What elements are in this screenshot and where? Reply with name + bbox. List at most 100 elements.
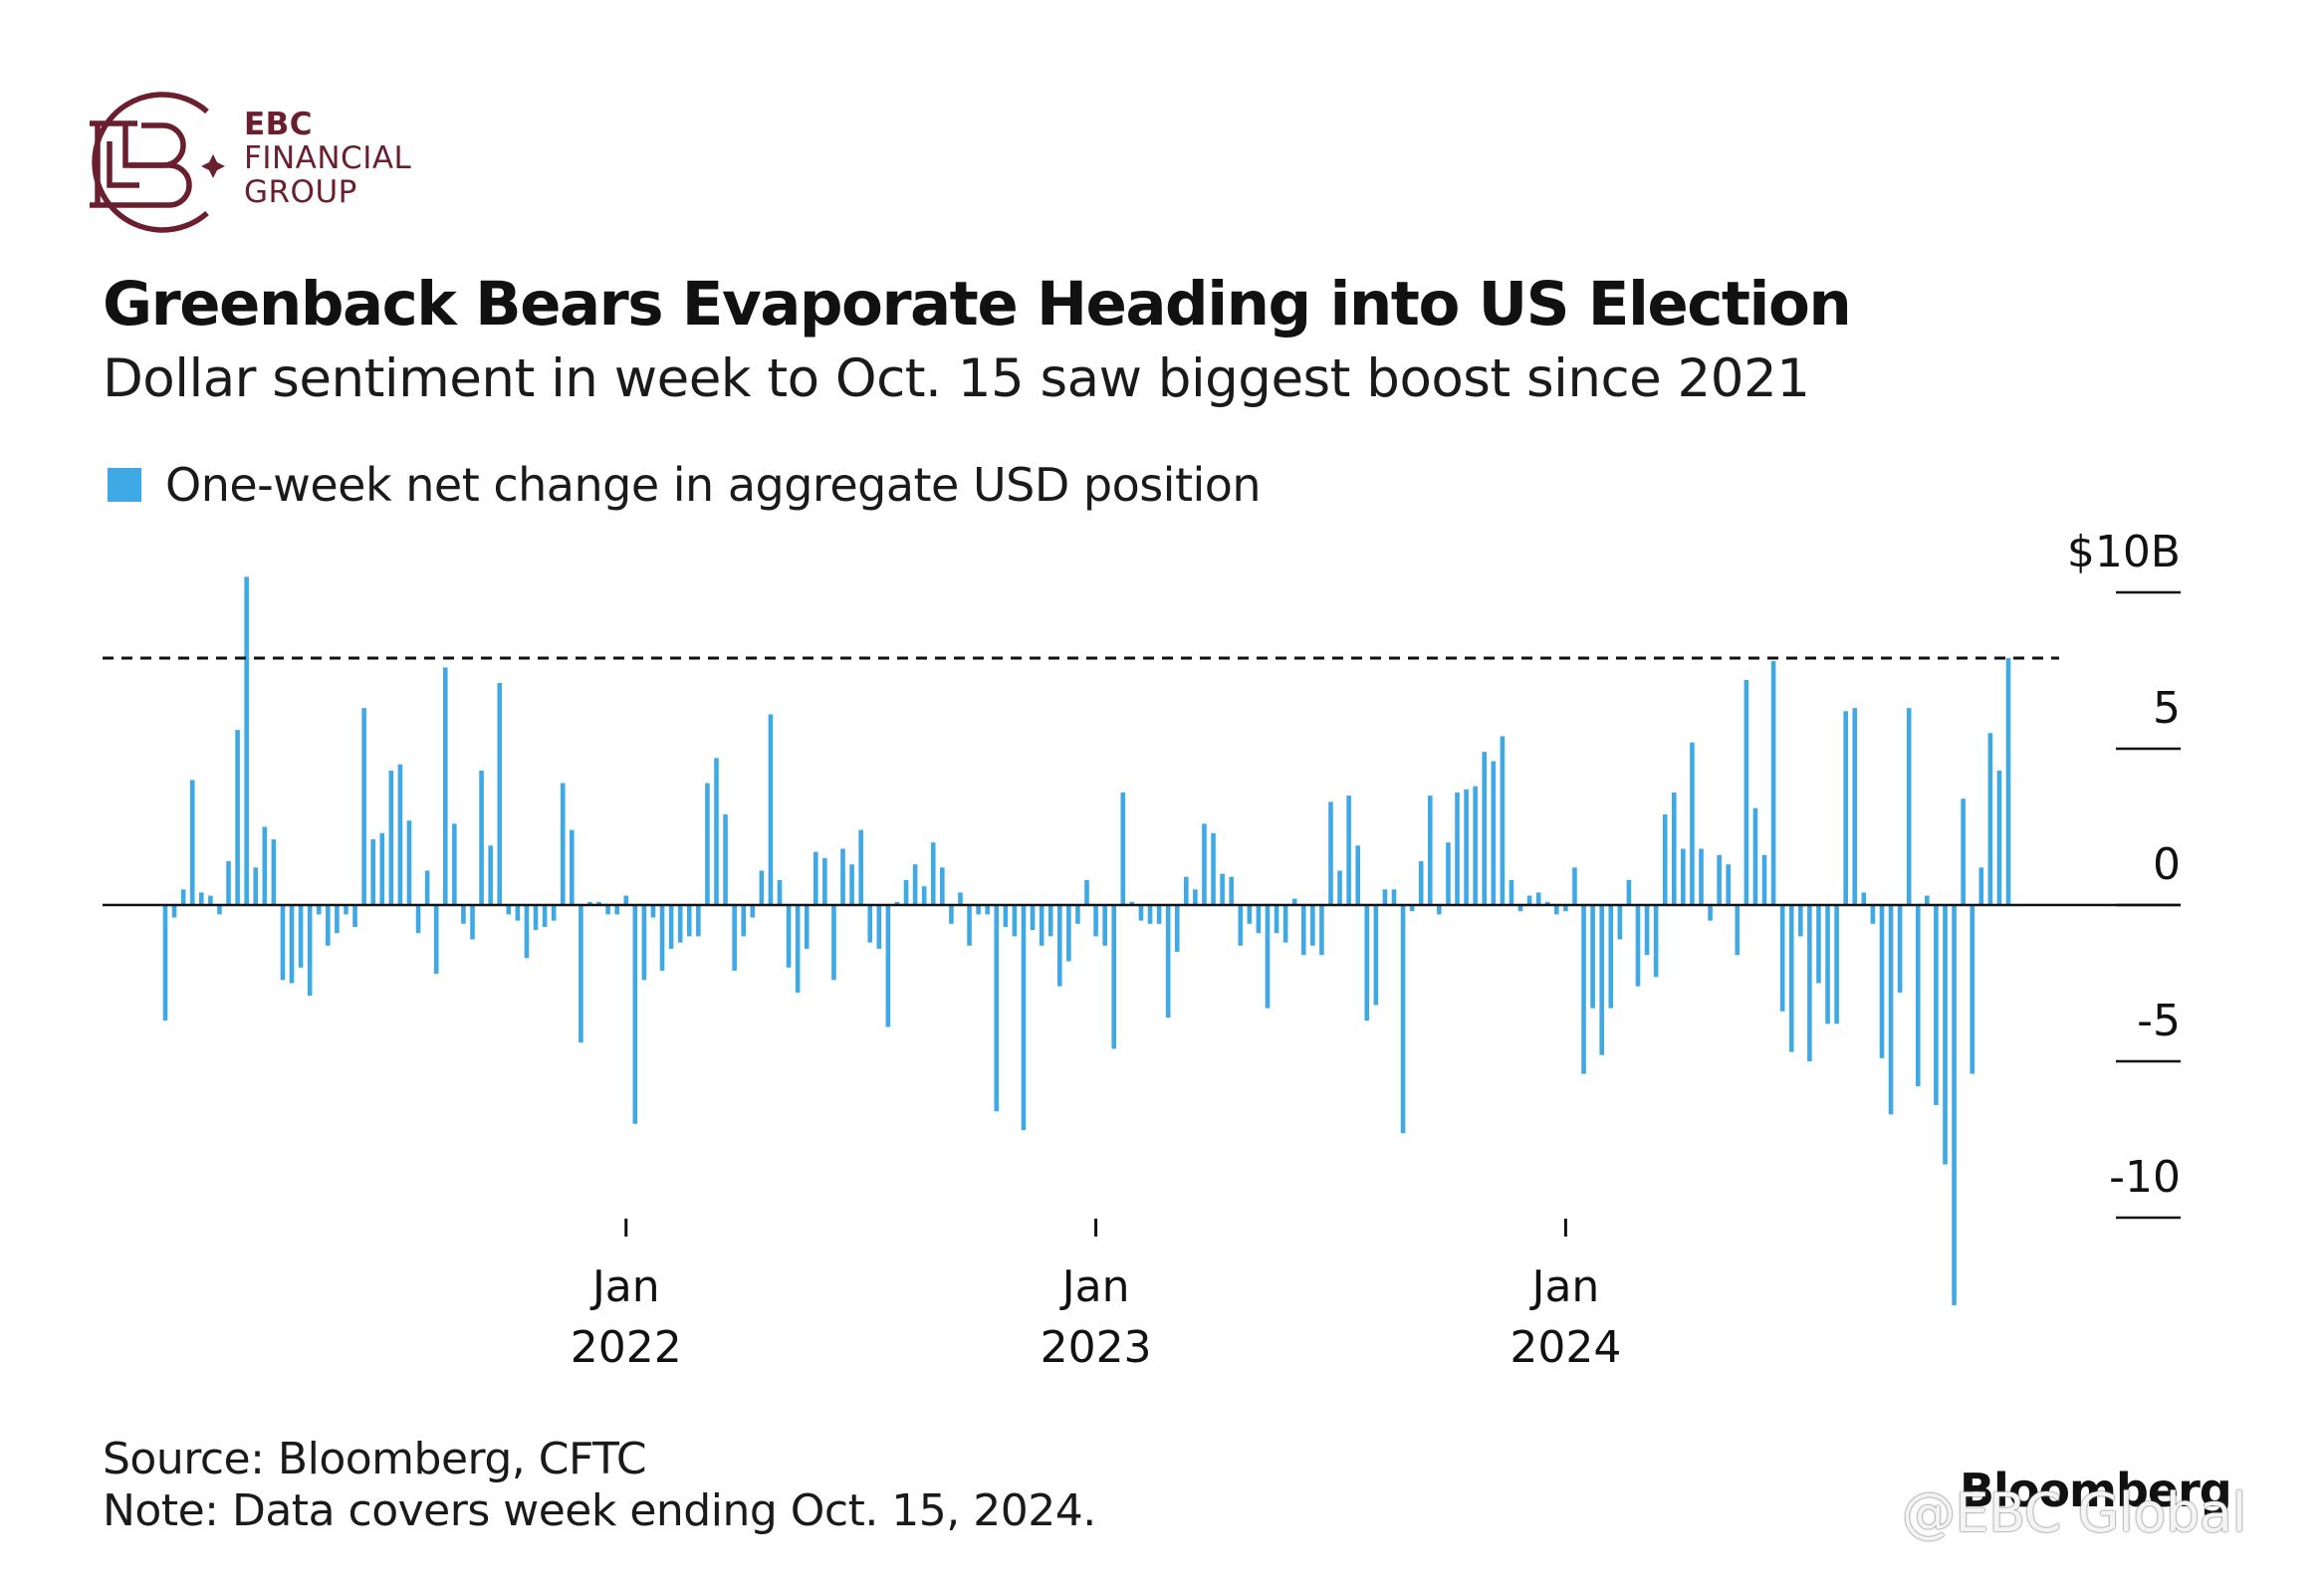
bar	[397, 764, 403, 905]
bar	[1915, 905, 1921, 1087]
bar	[1003, 905, 1009, 927]
bar	[1526, 895, 1532, 905]
bar	[1888, 905, 1894, 1115]
bar	[253, 867, 259, 905]
bar	[470, 905, 475, 940]
bar	[985, 905, 990, 915]
x-tick-year-label: 2022	[571, 1322, 682, 1373]
bar	[289, 905, 295, 984]
bar	[867, 905, 873, 943]
bar	[198, 892, 204, 905]
bar	[1282, 905, 1288, 943]
bar	[189, 780, 195, 905]
bar	[1897, 905, 1903, 993]
bar	[1554, 905, 1559, 915]
bar	[1626, 879, 1632, 905]
brand-name: EBC FINANCIAL GROUP	[244, 108, 411, 209]
bar	[677, 905, 683, 943]
bar	[433, 905, 439, 975]
bloomberg-wordmark: Bloomberg	[1960, 1464, 2232, 1517]
bar	[244, 576, 249, 905]
bar	[1328, 801, 1333, 905]
x-tick-label: Jan	[1059, 1261, 1130, 1312]
y-tick-label: 0	[2153, 839, 2181, 890]
bar	[1572, 867, 1577, 905]
bar	[415, 905, 421, 934]
bar	[1608, 905, 1614, 1009]
bar	[515, 905, 521, 921]
bar	[705, 783, 710, 905]
bar	[1427, 795, 1433, 905]
bar	[1852, 708, 1858, 905]
bar	[1978, 867, 1984, 905]
bar	[1409, 905, 1415, 912]
bar	[1617, 905, 1623, 940]
bar	[921, 886, 927, 905]
bar	[786, 905, 792, 968]
bar	[560, 783, 566, 905]
bar	[524, 905, 530, 959]
bar	[344, 905, 349, 915]
bar	[930, 842, 936, 905]
bar	[1300, 905, 1306, 956]
bar	[1906, 708, 1912, 905]
bar	[162, 905, 168, 1021]
bar	[1681, 848, 1686, 905]
bar	[903, 879, 909, 905]
bar	[370, 839, 375, 905]
bar	[424, 870, 430, 905]
bar	[1961, 798, 1966, 905]
bar	[1943, 905, 1948, 1165]
bar	[777, 879, 783, 905]
bar	[1220, 873, 1225, 905]
bar	[1870, 905, 1876, 924]
bar	[967, 905, 972, 946]
bar	[686, 905, 692, 937]
bar	[1843, 711, 1848, 905]
x-tick-label: Jan	[589, 1261, 660, 1312]
bar	[1761, 854, 1767, 905]
bar	[1174, 905, 1180, 953]
legend-label: One-week net change in aggregate USD pos…	[165, 458, 1262, 512]
bar	[1165, 905, 1171, 1019]
bar	[352, 905, 357, 927]
bar	[587, 901, 592, 905]
bar	[1193, 889, 1198, 905]
bar	[180, 889, 186, 905]
bar	[1238, 905, 1244, 946]
chart-legend: One-week net change in aggregate USD pos…	[108, 458, 1262, 512]
bar	[759, 870, 765, 905]
bar	[723, 813, 728, 905]
bar	[280, 905, 286, 981]
bar	[696, 905, 701, 937]
bar	[1500, 736, 1506, 905]
bar	[1861, 892, 1867, 905]
bar	[1735, 905, 1741, 956]
bar	[1662, 813, 1668, 905]
bar	[940, 867, 945, 905]
bar	[1770, 661, 1776, 905]
bar	[596, 901, 601, 905]
bar	[361, 708, 366, 905]
bar	[732, 905, 737, 971]
bar	[1599, 905, 1604, 1055]
bar	[1455, 792, 1460, 905]
bar	[1825, 905, 1830, 1024]
bar	[1391, 889, 1397, 905]
bar	[1816, 905, 1821, 984]
bar	[1581, 905, 1586, 1074]
bar	[542, 905, 548, 927]
bar	[1021, 905, 1027, 1131]
bar	[994, 905, 1000, 1112]
bar	[1437, 905, 1442, 915]
bar	[262, 826, 268, 905]
bar	[1446, 842, 1451, 905]
bar	[226, 861, 231, 905]
bar	[813, 851, 818, 905]
legend-swatch	[108, 468, 141, 502]
x-tick-year-label: 2024	[1510, 1322, 1621, 1373]
bar	[1355, 845, 1361, 905]
bar	[488, 845, 493, 905]
bar	[217, 905, 222, 915]
